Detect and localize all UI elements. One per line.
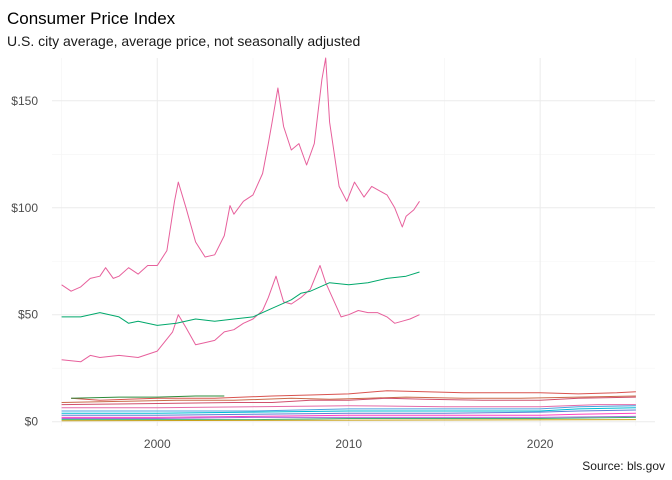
series-line-7	[61, 396, 636, 406]
series-line-3	[61, 271, 420, 326]
series-line-1	[61, 57, 420, 292]
y-tick-label: $150	[11, 94, 38, 108]
y-tick-label: $100	[11, 201, 38, 215]
series-line-2	[61, 265, 420, 363]
series-line-9	[61, 405, 636, 412]
x-tick-label: 2020	[527, 437, 554, 451]
chart-title: Consumer Price Index	[7, 9, 176, 28]
series-line-11	[61, 409, 636, 416]
series-line-10	[61, 407, 636, 414]
grid	[52, 58, 655, 426]
series-group	[61, 57, 636, 422]
x-tick-label: 2010	[335, 437, 362, 451]
y-tick-label: $50	[18, 308, 38, 322]
chart-caption: Source: bls.gov	[582, 459, 665, 473]
series-line-14	[61, 416, 636, 421]
chart-subtitle: U.S. city average, average price, not se…	[7, 33, 360, 49]
series-line-13	[61, 415, 636, 419]
series-line-5	[71, 395, 225, 399]
series-line-6	[61, 395, 636, 403]
series-line-12	[61, 412, 636, 418]
x-axis: 2000 2010 2020	[144, 437, 554, 451]
y-axis: $0 $50 $100 $150	[11, 94, 38, 429]
y-tick-label: $0	[25, 415, 39, 429]
x-tick-label: 2000	[144, 437, 171, 451]
series-line-4	[71, 390, 636, 401]
series-line-15	[61, 419, 636, 422]
series-line-8	[61, 404, 636, 409]
